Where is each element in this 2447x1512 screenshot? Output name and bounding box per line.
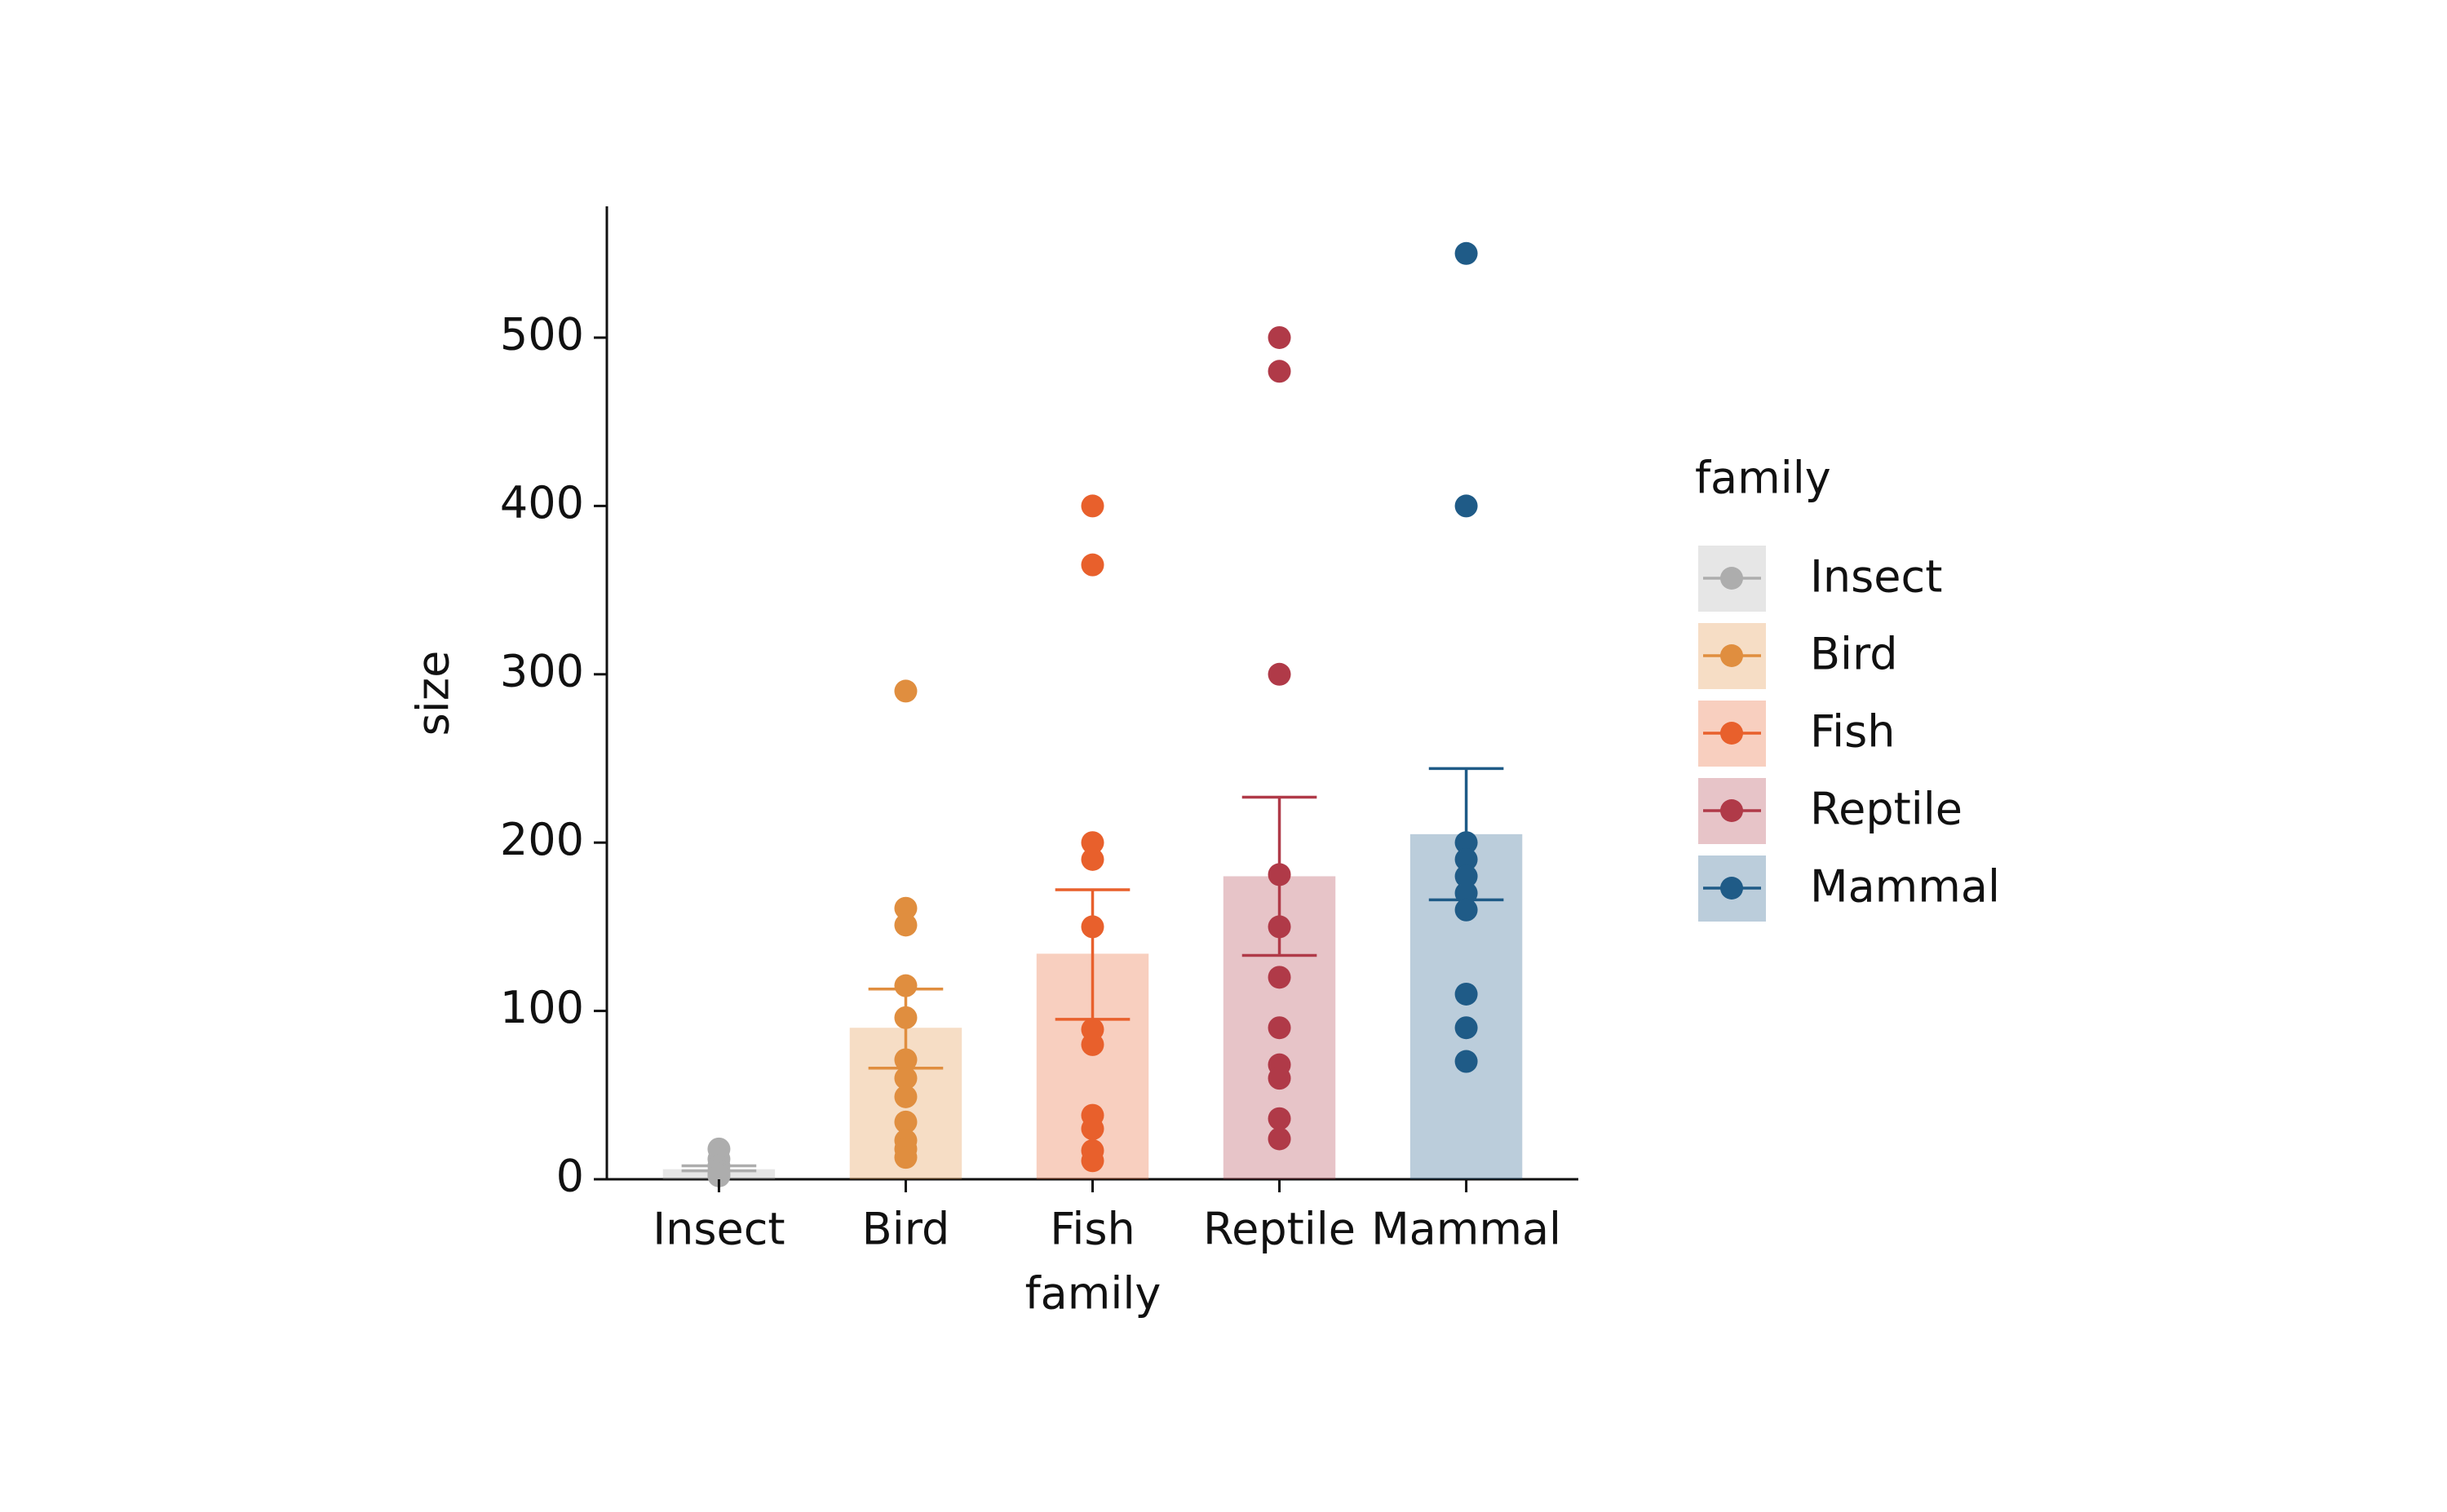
legend-marker bbox=[1720, 877, 1743, 900]
y-tick-label: 500 bbox=[500, 309, 584, 360]
point bbox=[894, 913, 918, 937]
point bbox=[1454, 1016, 1478, 1040]
x-tick-label: Mammal bbox=[1371, 1204, 1561, 1255]
point bbox=[1268, 662, 1291, 686]
point bbox=[1454, 494, 1478, 518]
legend-label: Bird bbox=[1810, 629, 1898, 680]
point bbox=[1081, 831, 1104, 855]
x-axis-label: family bbox=[1025, 1268, 1162, 1320]
point bbox=[894, 1110, 918, 1134]
point bbox=[1081, 494, 1104, 518]
point bbox=[894, 974, 918, 997]
legend-label: Reptile bbox=[1810, 784, 1962, 835]
point bbox=[894, 1146, 918, 1169]
x-tick-label: Reptile bbox=[1203, 1204, 1356, 1255]
point bbox=[894, 1085, 918, 1108]
point bbox=[1081, 847, 1104, 871]
point bbox=[1268, 360, 1291, 383]
point bbox=[894, 1048, 918, 1072]
legend-label: Mammal bbox=[1810, 861, 2000, 913]
point bbox=[1454, 241, 1478, 265]
point bbox=[707, 1164, 731, 1187]
legend-label: Insect bbox=[1810, 551, 1942, 603]
legend-marker bbox=[1720, 722, 1743, 745]
y-tick-label: 0 bbox=[556, 1151, 584, 1202]
point bbox=[1454, 898, 1478, 922]
point bbox=[1268, 1127, 1291, 1151]
point bbox=[1081, 1032, 1104, 1056]
point bbox=[1268, 1067, 1291, 1090]
y-tick-label: 200 bbox=[500, 814, 584, 865]
point bbox=[894, 679, 918, 703]
point bbox=[894, 1067, 918, 1090]
legend-title: family bbox=[1695, 453, 1831, 504]
point bbox=[1268, 915, 1291, 939]
y-tick-label: 400 bbox=[500, 477, 584, 528]
point bbox=[1268, 1016, 1291, 1040]
point bbox=[1454, 864, 1478, 888]
y-tick-label: 300 bbox=[500, 645, 584, 696]
x-tick-label: Insect bbox=[653, 1204, 785, 1255]
point bbox=[894, 896, 918, 920]
point bbox=[1081, 1117, 1104, 1141]
point bbox=[1081, 915, 1104, 939]
point bbox=[1454, 831, 1478, 855]
point bbox=[1268, 325, 1291, 349]
point bbox=[1268, 1107, 1291, 1130]
x-tick-label: Fish bbox=[1050, 1204, 1135, 1255]
legend-marker bbox=[1720, 644, 1743, 667]
point bbox=[1454, 847, 1478, 871]
point bbox=[1081, 1149, 1104, 1173]
y-tick-label: 100 bbox=[500, 982, 584, 1033]
x-tick-label: Bird bbox=[862, 1204, 950, 1255]
y-axis-label: size bbox=[408, 651, 459, 736]
point bbox=[1268, 966, 1291, 989]
point bbox=[1454, 882, 1478, 905]
legend-marker bbox=[1720, 567, 1743, 590]
point bbox=[1454, 1050, 1478, 1073]
point bbox=[1454, 982, 1478, 1006]
point bbox=[894, 1006, 918, 1029]
point bbox=[1268, 863, 1291, 886]
point bbox=[1081, 553, 1104, 577]
legend-label: Fish bbox=[1810, 706, 1896, 758]
legend-marker bbox=[1720, 799, 1743, 822]
